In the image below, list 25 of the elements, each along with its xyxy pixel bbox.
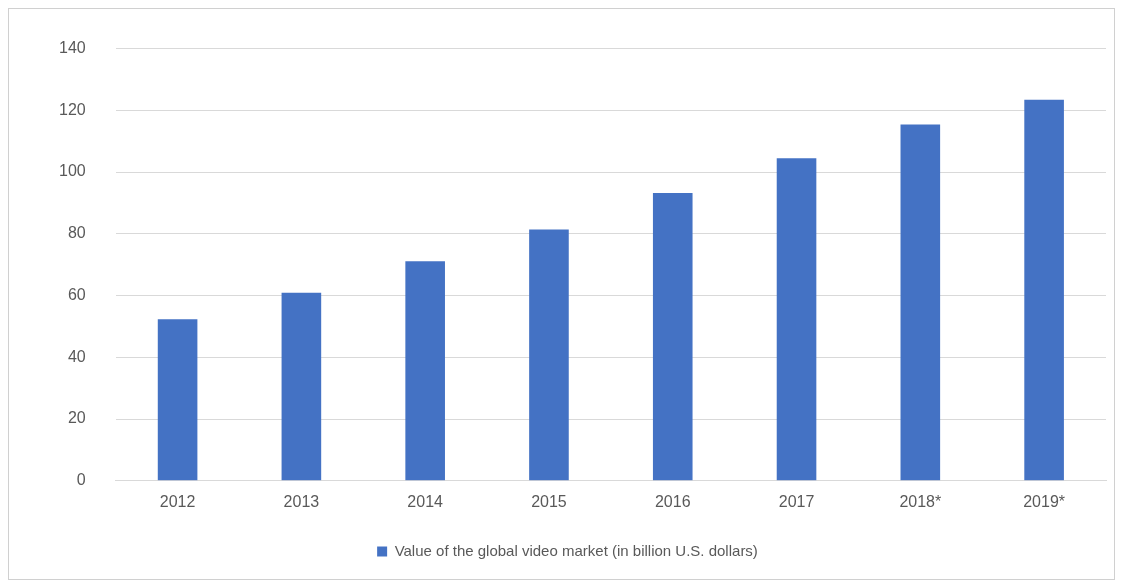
bar xyxy=(157,319,198,481)
x-tick-label: 2013 xyxy=(283,492,320,510)
y-tick-label: 140 xyxy=(58,39,86,57)
bar xyxy=(405,261,445,481)
bar xyxy=(1024,99,1064,481)
bar xyxy=(900,124,941,481)
bar xyxy=(652,193,693,481)
x-tick-label: 2018* xyxy=(899,492,942,510)
x-tick-label: 2012 xyxy=(159,492,196,510)
bar xyxy=(776,158,817,481)
x-tick-label: 2016 xyxy=(654,492,691,510)
y-tick-label: 60 xyxy=(67,285,86,303)
y-tick-label: 0 xyxy=(76,471,86,489)
y-tick-label: 100 xyxy=(58,162,86,180)
x-tick-label: 2014 xyxy=(407,492,444,510)
x-tick-label: 2019* xyxy=(1023,492,1066,510)
y-tick-label: 20 xyxy=(67,409,86,427)
y-tick-label: 80 xyxy=(67,224,86,242)
y-tick-label: 120 xyxy=(58,100,86,118)
x-tick-label: 2017 xyxy=(778,492,815,510)
x-tick-label: 2015 xyxy=(531,492,567,510)
y-tick-label: 40 xyxy=(67,347,86,365)
legend-label: Value of the global video market (in billion U.S. dollars) xyxy=(394,541,758,559)
bar xyxy=(529,229,569,481)
bar xyxy=(281,292,322,481)
